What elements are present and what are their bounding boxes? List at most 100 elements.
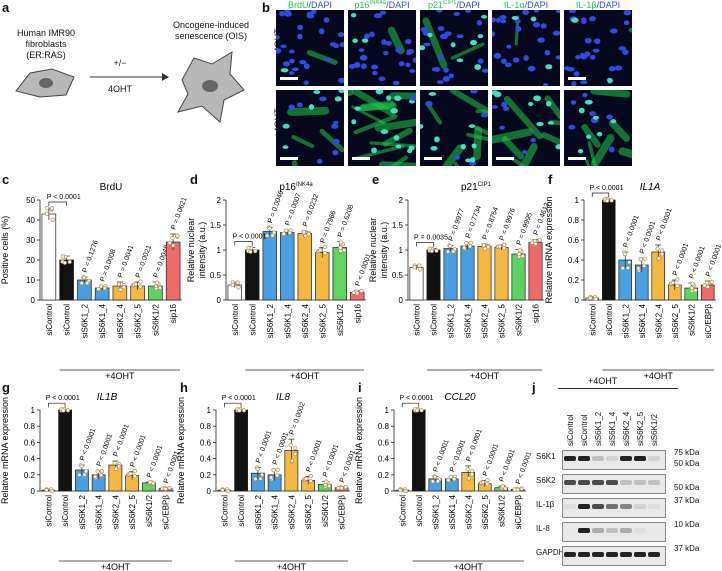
data-point [705, 284, 710, 289]
y-tick-label: 2 [399, 196, 404, 205]
category-label: siS6K1_2 [431, 494, 440, 529]
y-tick-label: 0.4 [200, 455, 212, 464]
wb-treatment-label: +4OHT [586, 376, 620, 386]
category-label: siS6K2_4 [287, 494, 296, 529]
wb-lane-label: siS6K2_4 [622, 411, 631, 446]
category-label: siS6K2_5 [134, 303, 143, 338]
wb-kda-label: 10 kDa [674, 520, 700, 529]
category-label: siS6K1_2 [78, 494, 87, 529]
wb-kda-label: 50 kDa [674, 459, 700, 468]
micro-header-4: IL-1β/DAPI [564, 0, 632, 10]
treatment-top: +/− [113, 58, 127, 68]
p-value-label: P < 0.0001 [96, 433, 114, 467]
wb-band [578, 504, 590, 509]
wb-band [592, 504, 604, 509]
wb-band [592, 456, 604, 461]
chart-title: IL1B [97, 392, 118, 403]
data-point [98, 473, 104, 478]
wb-lane-label: siS6K1_2 [594, 411, 603, 446]
data-point [497, 244, 502, 249]
bar [332, 247, 347, 301]
p-value-label: P < 0.0001 [305, 439, 323, 473]
p-value-label: P < 0.0001 [449, 439, 467, 473]
p-value-label: P < 0.0001 [590, 185, 624, 192]
data-point [675, 277, 680, 282]
category-label: siControl [61, 495, 70, 527]
data-point [82, 275, 87, 280]
category-label: siControl [415, 495, 424, 527]
bar [280, 232, 295, 301]
bar [411, 409, 426, 492]
data-point [412, 265, 417, 270]
wb-band [606, 504, 618, 509]
y-tick-label: 0.4 [378, 455, 390, 464]
wb-band [620, 480, 632, 485]
data-point [258, 476, 263, 481]
panel-label-e: e [372, 172, 380, 187]
y-axis-label: Relative mRNA expression [354, 397, 364, 504]
p-value-label: P < 0.0001 [656, 207, 674, 241]
micro-header-dapi: /DAPI [524, 0, 549, 10]
data-point [403, 488, 408, 494]
data-point [481, 243, 486, 248]
data-point [274, 473, 280, 478]
data-point [259, 472, 265, 477]
schematic-panel: Human IMR90 fibroblasts (ER:RAS) +/− 4OH… [0, 10, 260, 160]
micro-header-sup: INK4a [369, 0, 387, 6]
data-point [275, 467, 280, 472]
p-value-label: P = 0.0041 [117, 244, 135, 278]
data-point [237, 408, 242, 413]
y-tick-label: 0 [31, 487, 36, 496]
data-point [604, 198, 610, 203]
scale-bar [280, 157, 298, 160]
data-point [255, 466, 260, 472]
category-label: siS6K2_4 [111, 494, 120, 529]
data-point [93, 474, 98, 479]
data-point [339, 240, 344, 245]
category-label: siS6K2_5 [304, 494, 313, 529]
y-tick-label: 0 [575, 296, 580, 305]
panel-label-c: c [2, 172, 10, 187]
data-point [60, 254, 65, 259]
data-point [530, 240, 535, 245]
data-point [519, 486, 524, 491]
data-point [44, 488, 49, 493]
wb-band [592, 528, 604, 533]
wb-band [648, 456, 660, 461]
y-tick-label: 0 [31, 296, 36, 305]
significance-bracket [234, 241, 253, 246]
bar [58, 409, 73, 492]
micro-header-marker: p16 [354, 0, 370, 10]
y-tick-label: 40 [26, 216, 35, 225]
significance-bracket [48, 402, 66, 408]
p-value-label: P = 0.0007 [285, 192, 303, 226]
scale-bar [496, 157, 514, 160]
data-point [500, 484, 505, 489]
wb-kda-label: 37 kDa [674, 544, 700, 553]
bar [245, 249, 260, 301]
micro-header-marker: p21 [428, 0, 444, 10]
data-point [448, 244, 453, 249]
data-point [248, 249, 253, 254]
data-point [79, 280, 84, 286]
category-label: siS6K1_4 [638, 303, 647, 338]
data-point [288, 443, 293, 448]
data-point [625, 265, 630, 270]
category-label: siS6K1_4 [98, 303, 107, 338]
data-point [642, 256, 647, 261]
y-tick-label: 1 [575, 196, 580, 205]
bar [443, 248, 458, 301]
wb-row-label: IL-1β [536, 500, 555, 509]
p-value-label: P < 0.0001 [233, 234, 267, 241]
y-tick-label: 0.2 [200, 471, 212, 480]
p-value-label: P = 0.7966 [320, 210, 338, 244]
p-value-label: P = 0.0002 [289, 401, 307, 435]
category-label: siS6K2_5 [128, 494, 137, 529]
y-tick-label: 0.4 [24, 455, 36, 464]
wb-row-label: GAPDH [536, 548, 565, 557]
category-label: siControl [220, 495, 229, 527]
y-tick-label: 0.4 [568, 256, 580, 265]
y-tick-label: 0.8 [200, 422, 212, 431]
data-point [445, 249, 451, 254]
bar [59, 259, 74, 301]
